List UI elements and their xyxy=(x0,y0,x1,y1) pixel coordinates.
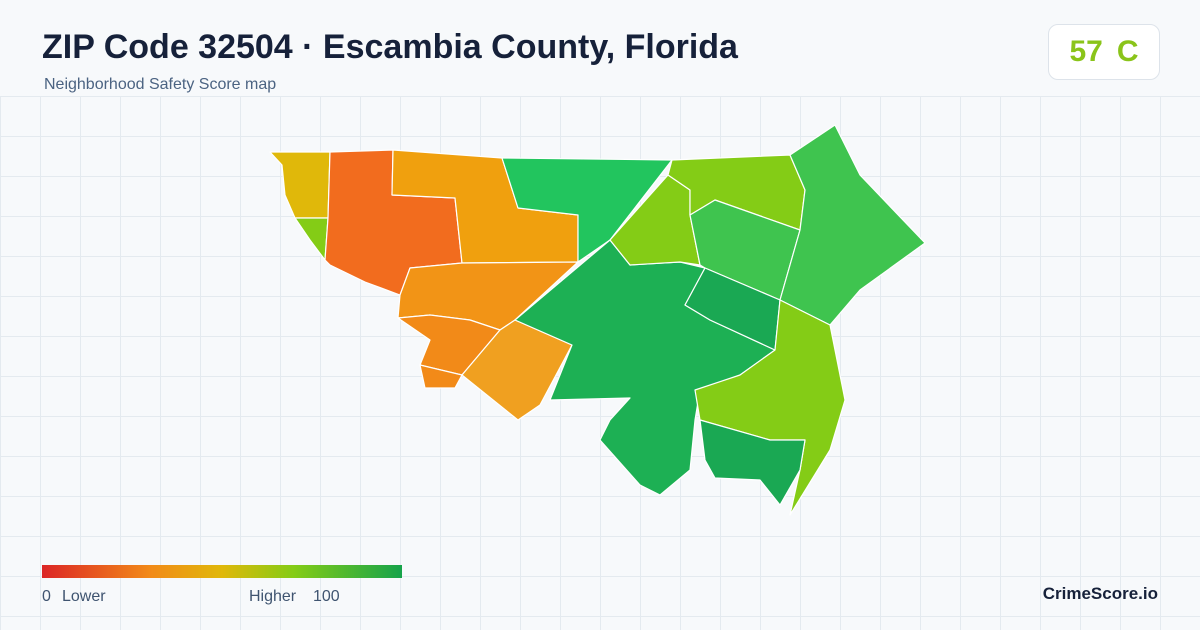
legend-max-label: Higher xyxy=(249,588,297,605)
legend-min-label: Lower xyxy=(62,588,106,605)
legend-gradient xyxy=(42,565,402,578)
header xyxy=(0,0,1200,96)
score-badge: 57 C xyxy=(1048,24,1160,80)
region xyxy=(684,267,781,351)
legend-max: 100 xyxy=(313,588,340,605)
score-grade: C xyxy=(1116,35,1139,68)
regions xyxy=(269,124,926,516)
region xyxy=(294,217,329,261)
legend-min: 0 xyxy=(42,588,51,605)
subtitle: Neighborhood Safety Score map xyxy=(44,76,277,93)
region xyxy=(779,124,926,326)
score-value: 57 xyxy=(1069,35,1103,68)
region xyxy=(269,151,331,219)
region xyxy=(699,419,806,506)
title: ZIP Code 32504 · Escambia County, Florid… xyxy=(42,28,738,66)
region xyxy=(419,364,463,389)
brand: CrimeScore.io xyxy=(1042,584,1158,603)
